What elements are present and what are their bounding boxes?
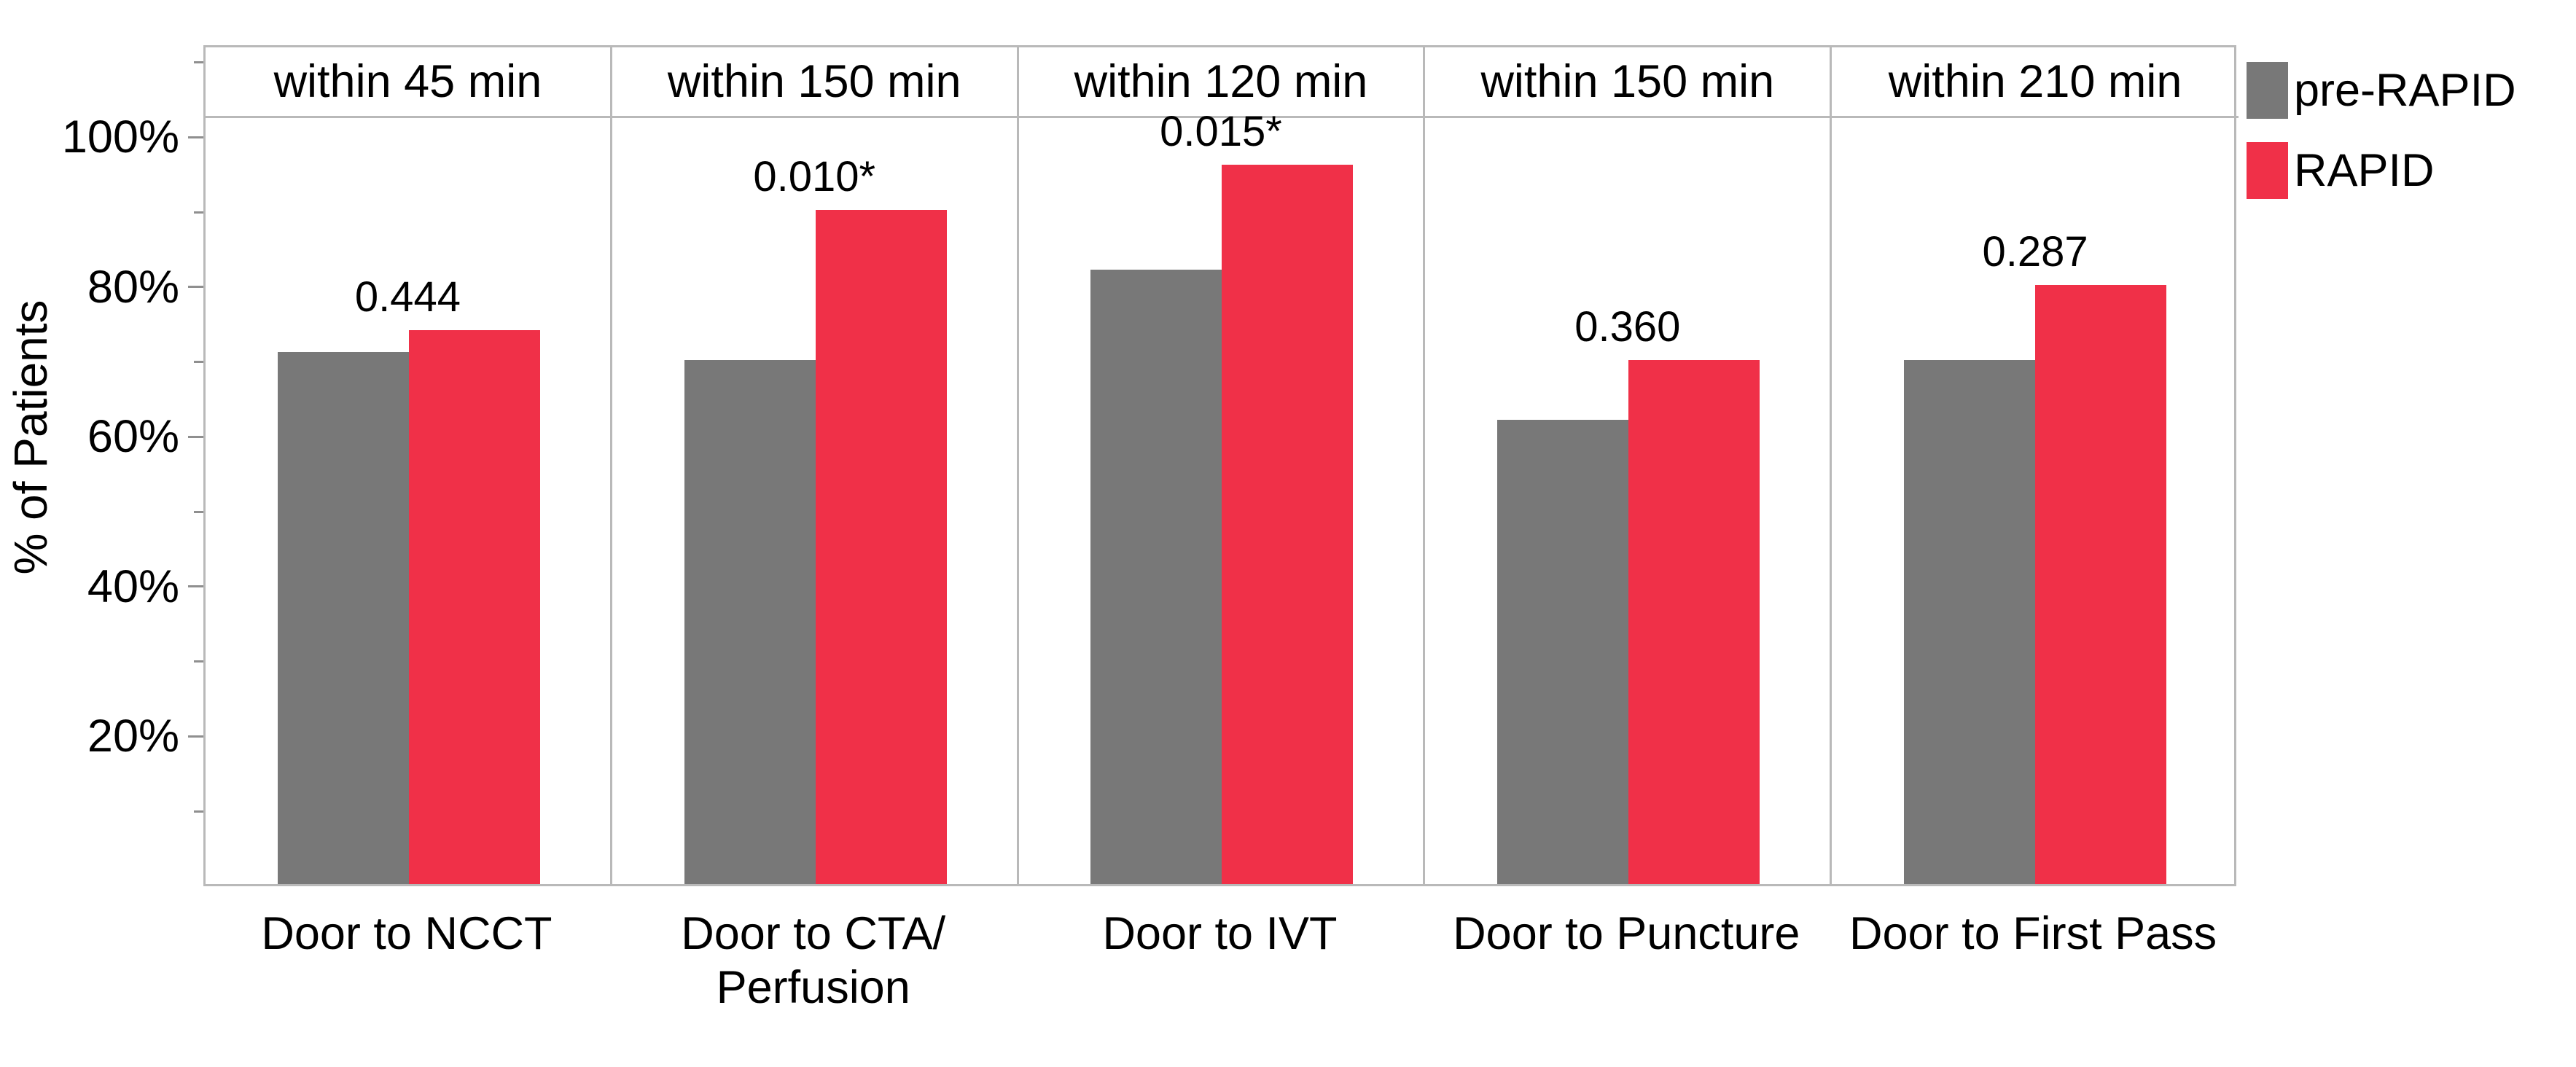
y-tick-minor — [194, 660, 203, 663]
bar-pre-rapid — [277, 352, 409, 884]
y-tick-major — [188, 136, 203, 138]
panel-0: within 45 min 0.444 — [206, 47, 612, 884]
x-axis-label: Door to NCCT — [203, 907, 610, 961]
x-axis-label: Door to Puncture — [1423, 907, 1830, 961]
panel-3: within 150 min 0.360 — [1425, 47, 1833, 884]
bar-rapid — [815, 210, 947, 884]
bar-pre-rapid — [1497, 419, 1629, 884]
p-value-label: 0.015* — [1160, 108, 1282, 156]
y-tick-minor — [194, 361, 203, 364]
panel-header: within 120 min — [1018, 47, 1424, 118]
pre-rapid-swatch-icon — [2247, 62, 2288, 119]
legend: pre-RAPID RAPID — [2247, 62, 2516, 199]
panel-2: within 120 min 0.015* — [1018, 47, 1426, 884]
legend-label-pre-rapid: pre-RAPID — [2294, 65, 2516, 116]
y-tick-label: 80% — [87, 261, 179, 313]
p-value-label: 0.444 — [354, 273, 461, 321]
y-tick-major — [188, 286, 203, 289]
bar-pre-rapid — [1904, 359, 2036, 884]
plot-area: within 45 min 0.444 within 150 min 0.010* wi… — [203, 45, 2239, 886]
y-tick-label: 60% — [87, 411, 179, 463]
legend-entry-rapid: RAPID — [2247, 142, 2516, 199]
bar-pre-rapid — [684, 359, 816, 884]
p-value-label: 0.010* — [753, 153, 876, 201]
y-tick-minor — [194, 61, 203, 64]
p-value-label: 0.360 — [1574, 302, 1681, 351]
x-axis-label-line: Door to CTA/ — [681, 908, 946, 959]
y-tick-minor — [194, 810, 203, 813]
x-axis-label-line: Perfusion — [716, 962, 910, 1013]
bar-rapid — [2035, 284, 2167, 884]
x-axis-label-line: Door to NCCT — [261, 908, 553, 959]
x-axis-label: Door to IVT — [1017, 907, 1424, 961]
y-tick-minor — [194, 211, 203, 214]
x-axis-label-line: Door to First Pass — [1849, 908, 2217, 959]
p-value-label: 0.287 — [1982, 227, 2088, 275]
y-tick-major — [188, 735, 203, 738]
panel-header: within 150 min — [612, 47, 1017, 118]
x-axis-label: Door to CTA/Perfusion — [610, 907, 1017, 1015]
legend-entry-pre-rapid: pre-RAPID — [2247, 62, 2516, 119]
x-axis-label: Door to First Pass — [1830, 907, 2236, 961]
bar-rapid — [1628, 359, 1760, 884]
x-axis-label-line: Door to Puncture — [1453, 908, 1800, 959]
y-tick-label: 20% — [87, 711, 179, 762]
panel-header: within 150 min — [1425, 47, 1830, 118]
y-tick-label: 100% — [61, 112, 179, 163]
legend-label-rapid: RAPID — [2294, 145, 2435, 196]
y-tick-minor — [194, 510, 203, 513]
y-tick-label: 40% — [87, 560, 179, 612]
bar-rapid — [1222, 165, 1354, 884]
panel-header: within 210 min — [1832, 47, 2239, 118]
rapid-swatch-icon — [2247, 142, 2288, 199]
y-tick-major — [188, 585, 203, 588]
panel-header: within 45 min — [206, 47, 610, 118]
panel-1: within 150 min 0.010* — [612, 47, 1019, 884]
y-tick-major — [188, 435, 203, 438]
bar-rapid — [408, 329, 540, 884]
bar-pre-rapid — [1090, 270, 1222, 884]
panel-4: within 210 min 0.287 — [1832, 47, 2239, 884]
x-axis-label-line: Door to IVT — [1102, 908, 1338, 959]
